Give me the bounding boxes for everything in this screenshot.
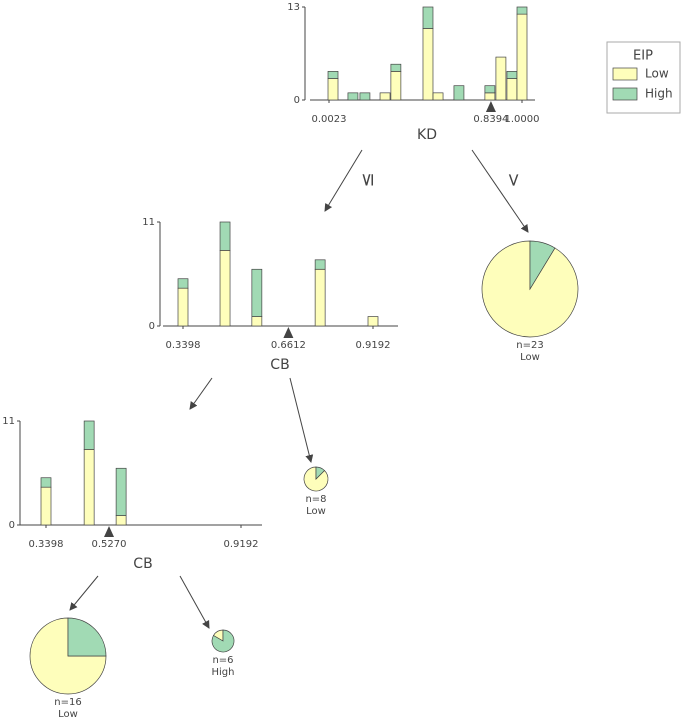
feature-label: CB <box>270 357 289 373</box>
legend-swatch <box>612 67 638 81</box>
legend-label: High <box>645 87 673 101</box>
edge-label: > <box>503 172 524 187</box>
histogram-bar <box>506 71 518 79</box>
pie-slice <box>67 617 107 657</box>
x-tick-label: 1.0000 <box>505 114 540 125</box>
histogram-bar <box>432 92 444 101</box>
legend-swatch <box>612 87 638 101</box>
x-tick-label: 0.3398 <box>166 340 201 351</box>
y-tick-label: 0 <box>149 321 155 332</box>
histogram-bar <box>251 316 263 327</box>
histogram-bar <box>83 449 95 526</box>
histogram-bar <box>506 78 518 101</box>
pie-slice <box>529 240 556 291</box>
histogram-bar <box>390 71 402 101</box>
leaf-size: n=23 <box>516 340 543 351</box>
histogram-bar <box>219 250 231 327</box>
x-tick-label: 0.9192 <box>224 539 259 550</box>
histogram-bar <box>327 71 339 79</box>
histogram-bar <box>327 78 339 101</box>
histogram-bar <box>495 56 507 101</box>
edge-arrow <box>69 575 99 611</box>
histogram-bar <box>453 85 465 101</box>
histogram-bar <box>516 6 528 15</box>
histogram-bar <box>40 486 52 526</box>
histogram-bar <box>347 92 359 101</box>
histogram-bar <box>219 221 231 251</box>
split-marker <box>283 327 294 338</box>
y-tick-label: 0 <box>294 95 300 106</box>
feature-label: KD <box>417 127 437 143</box>
x-tick-label: 0.3398 <box>29 539 64 550</box>
histogram-bar <box>484 85 496 94</box>
leaf-size: n=8 <box>305 494 326 505</box>
pie-slice <box>315 466 325 480</box>
edge-arrow <box>471 149 529 233</box>
edge-arrow <box>189 377 213 410</box>
y-tick-label: 13 <box>287 2 300 13</box>
split-label: 0.6612 <box>271 340 306 351</box>
feature-label: CB <box>133 556 152 572</box>
histogram-bar <box>422 6 434 29</box>
leaf-prediction: Low <box>520 352 540 363</box>
histogram-bar <box>422 28 434 101</box>
leaf-size: n=16 <box>54 697 81 708</box>
split-label: 0.8394 <box>473 114 508 125</box>
histogram-bar <box>484 92 496 101</box>
split-marker <box>104 526 115 537</box>
leaf-prediction: High <box>212 667 235 678</box>
histogram-bar <box>379 92 391 101</box>
histogram-bar <box>115 515 127 526</box>
histogram-bar <box>83 420 95 450</box>
y-tick-label: 0 <box>9 520 15 531</box>
legend-title: EIP <box>633 49 653 64</box>
histogram-bar <box>251 268 263 317</box>
edge-arrow <box>289 377 314 463</box>
edge-arrow <box>324 149 363 212</box>
x-tick-label: 0.0023 <box>312 114 347 125</box>
histogram-bar <box>115 467 127 516</box>
histogram-bar <box>359 92 371 101</box>
histogram-bar <box>177 278 189 289</box>
split-marker <box>485 101 496 112</box>
histogram-bar <box>314 268 326 327</box>
histogram-bar <box>177 287 189 327</box>
edge-label: ≤ <box>357 172 378 187</box>
pie-slice <box>211 629 235 653</box>
split-label: 0.5270 <box>92 539 127 550</box>
histogram-bar <box>390 63 402 72</box>
histogram-bar <box>314 259 326 270</box>
leaf-prediction: Low <box>58 709 78 718</box>
histogram-bar <box>40 477 52 488</box>
leaf-size: n=6 <box>212 655 233 666</box>
x-tick-label: 0.9192 <box>356 340 391 351</box>
histogram-bar <box>516 13 528 101</box>
y-tick-label: 11 <box>2 416 15 427</box>
edge-arrow <box>179 575 210 629</box>
leaf-prediction: Low <box>306 506 326 517</box>
y-tick-label: 11 <box>142 217 155 228</box>
histogram-bar <box>367 316 379 327</box>
legend-label: Low <box>645 67 669 81</box>
pie-slice <box>29 617 107 695</box>
